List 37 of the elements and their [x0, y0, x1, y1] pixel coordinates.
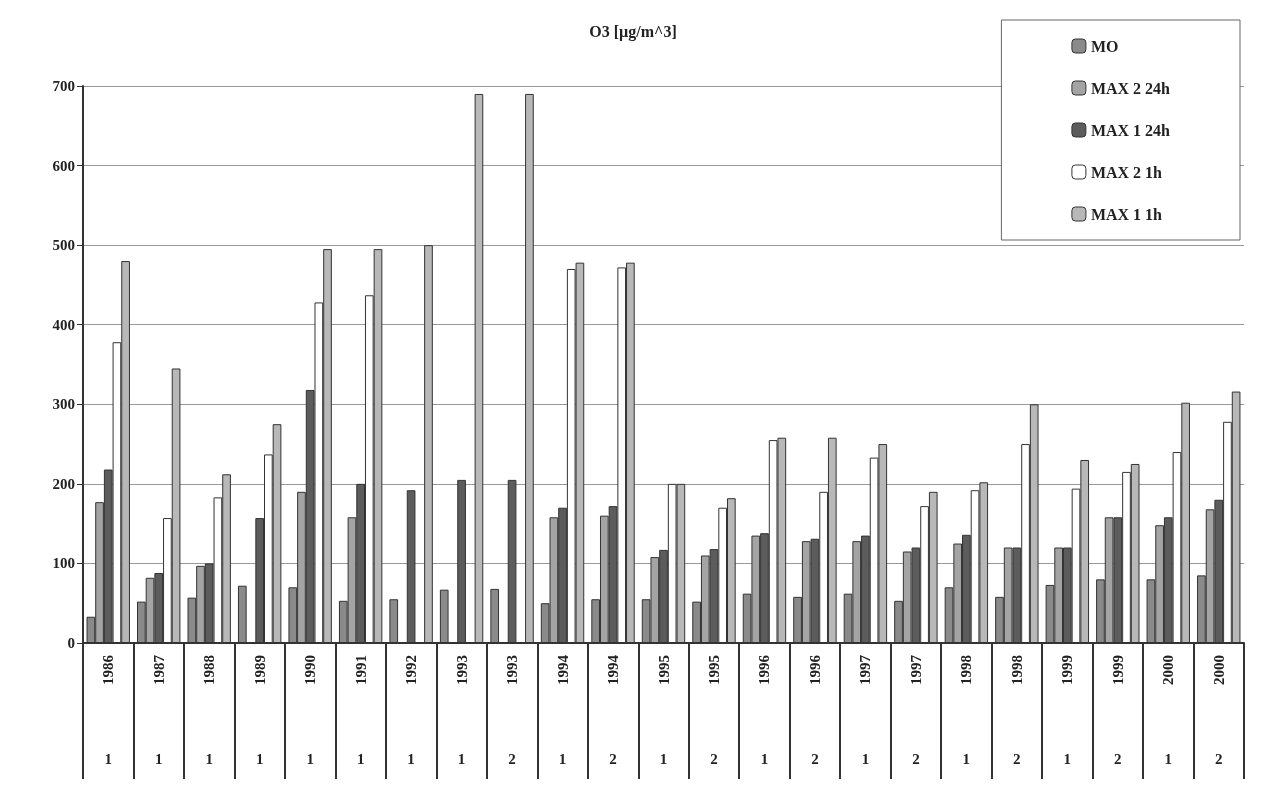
y-tick-label: 700: [52, 78, 75, 94]
category-label: 1999 2: [1109, 655, 1126, 767]
y-tick-label: 100: [52, 555, 75, 572]
category-label: 1993 1: [453, 655, 470, 767]
y-tick-label: 0: [67, 635, 75, 651]
category-label: 2000 1: [1160, 655, 1177, 767]
legend-label: MO: [1090, 37, 1119, 55]
legend-label: MAX 2 1h: [1090, 163, 1163, 181]
chart-title: O3 [µg/m^3]: [589, 22, 677, 41]
category-label: 2000 2: [1210, 655, 1227, 767]
legend-label: MAX 1 1h: [1090, 205, 1163, 223]
category-label: 1987 1: [150, 655, 167, 767]
y-tick-label: 500: [52, 237, 75, 254]
category-label: 1988 1: [201, 655, 218, 767]
y-tick-label: 300: [52, 396, 75, 413]
category-label: 1996 1: [756, 655, 773, 767]
category-label: 1991 1: [352, 655, 369, 767]
category-label: 1989 1: [251, 655, 268, 767]
category-label: 1998 2: [1008, 655, 1025, 767]
category-label: 1992 1: [403, 655, 420, 767]
category-label: 1998 1: [958, 655, 975, 767]
y-tick-label: 600: [52, 157, 75, 174]
category-label: 1994 1: [554, 655, 571, 767]
category-label: 1999 1: [1059, 655, 1076, 767]
category-label: 1994 2: [605, 655, 622, 767]
category-label: 1997 1: [857, 655, 874, 767]
category-label: 1990 1: [302, 655, 319, 767]
y-tick-label: 400: [52, 316, 75, 333]
category-label: 1996 2: [806, 655, 823, 767]
category-label: 1995 2: [705, 655, 722, 767]
legend-label: MAX 2 24h: [1090, 79, 1171, 97]
category-label: 1995 1: [655, 655, 672, 767]
legend-label: MAX 1 24h: [1090, 121, 1171, 139]
category-label: 1997 2: [907, 655, 924, 767]
category-label: 1986 1: [100, 655, 117, 767]
y-tick-label: 200: [52, 475, 75, 492]
category-label: 1993 2: [504, 655, 521, 767]
